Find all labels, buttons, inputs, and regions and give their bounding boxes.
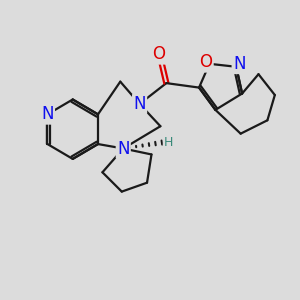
Text: N: N: [117, 140, 130, 158]
Text: N: N: [41, 105, 54, 123]
Text: H: H: [164, 136, 173, 149]
Text: O: O: [200, 53, 212, 71]
Text: O: O: [152, 45, 165, 63]
Text: N: N: [133, 95, 146, 113]
Text: N: N: [233, 55, 245, 73]
